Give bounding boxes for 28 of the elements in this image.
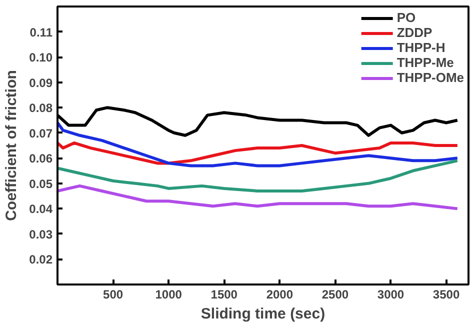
x-tick-label: 3500 (432, 288, 460, 302)
y-tick-label: 0.09 (29, 76, 53, 90)
line-series (58, 184, 459, 210)
x-axis-title: Sliding time (sec) (200, 306, 326, 322)
x-tick-label: 500 (103, 288, 124, 302)
y-tick-label: 0.07 (29, 126, 53, 140)
y-tick-label: 0.04 (29, 202, 53, 216)
line-series (58, 121, 459, 168)
line-series (58, 159, 459, 192)
y-tick-label: 0.05 (29, 176, 53, 191)
legend-label: THPP-H (396, 40, 446, 55)
y-tick-label: 0.06 (29, 152, 53, 166)
x-tick-label: 2000 (266, 288, 294, 302)
y-tick-label: 0.08 (29, 101, 53, 116)
y-axis-title: Coefficient of friction (3, 70, 20, 221)
legend-label: THPP-Me (396, 55, 454, 70)
legend-label: THPP-OMe (396, 70, 464, 85)
y-tick-label: 0.10 (29, 50, 53, 65)
x-tick-label: 1500 (210, 288, 238, 302)
x-tick-label: 2500 (322, 288, 349, 302)
legend-label: ZDDP (396, 25, 432, 40)
line-series (58, 141, 459, 165)
x-tick-label: 3000 (377, 288, 404, 302)
y-tick-label: 0.11 (30, 25, 53, 40)
x-tick-label: 1000 (155, 288, 182, 302)
y-tick-label: 0.02 (29, 252, 53, 267)
legend-label: PO (396, 10, 417, 25)
y-tick-label: 0.03 (29, 227, 53, 242)
